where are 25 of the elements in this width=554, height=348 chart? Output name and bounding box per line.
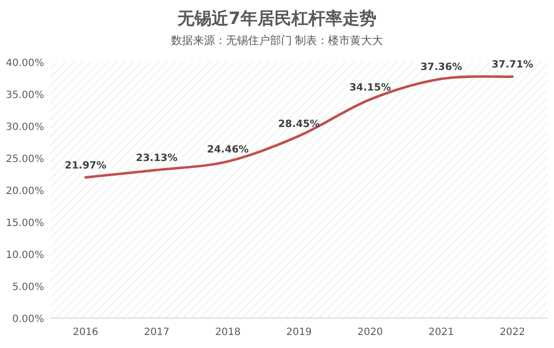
y-tick-label: 5.00%	[12, 282, 44, 293]
chart-title: 无锡近7年居民杠杆率走势	[176, 9, 376, 29]
y-tick-label: 40.00%	[6, 58, 44, 69]
x-tick-label: 2019	[286, 327, 312, 338]
x-tick-label: 2020	[357, 327, 383, 338]
data-label: 37.36%	[420, 62, 462, 73]
y-tick-label: 15.00%	[6, 218, 44, 229]
y-tick-label: 20.00%	[6, 186, 44, 197]
y-tick-label: 0.00%	[12, 314, 44, 325]
x-tick-label: 2018	[215, 327, 241, 338]
x-tick-label: 2016	[72, 327, 98, 338]
y-tick-label: 25.00%	[6, 154, 44, 165]
data-label: 21.97%	[64, 160, 106, 172]
x-tick-label: 2021	[428, 327, 454, 338]
chart-subtitle: 数据来源：无锡住户部门 制表：楼市黄大大	[170, 34, 384, 47]
data-label: 23.13%	[136, 152, 178, 164]
data-label: 34.15%	[349, 82, 391, 94]
y-tick-label: 10.00%	[6, 250, 44, 261]
y-tick-label: 35.00%	[6, 90, 44, 101]
y-tick-label: 30.00%	[6, 122, 44, 133]
data-label: 37.71%	[492, 60, 534, 71]
data-label: 24.46%	[207, 144, 249, 156]
x-tick-label: 2017	[144, 327, 170, 338]
data-label: 28.45%	[278, 118, 320, 130]
x-tick-label: 2022	[500, 327, 526, 338]
